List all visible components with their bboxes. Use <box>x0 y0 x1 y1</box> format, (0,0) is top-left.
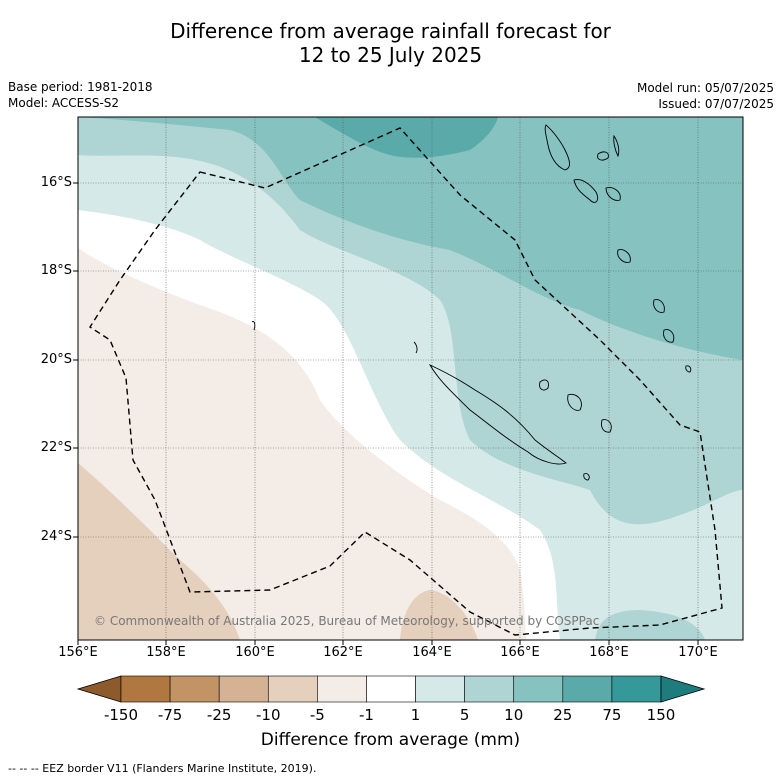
colorbar-segment <box>218 675 269 703</box>
rainfall-contours <box>78 117 743 640</box>
chesterfield-islands <box>251 321 256 331</box>
colorbar-segment <box>611 675 662 703</box>
lon-label-166e: 166°E <box>500 645 540 660</box>
band-5-to-10-bottom <box>595 610 705 640</box>
band-minus10-to-minus5-left <box>78 463 240 640</box>
lon-label-164e: 164°E <box>412 645 452 660</box>
belep-islands <box>413 341 418 354</box>
model-name: Model: ACCESS-S2 <box>8 96 120 110</box>
vanuatu-malekula <box>605 187 621 201</box>
colorbar-tick-label: -75 <box>157 706 183 724</box>
lon-label-160e: 160°E <box>235 645 275 660</box>
colorbar-extend-high <box>660 675 706 703</box>
vanuatu-gaua <box>597 151 609 161</box>
band-minus10-to-minus5-centre <box>400 590 478 640</box>
lat-label-16s: 16°S <box>40 175 72 190</box>
loyalty-island-2 <box>567 393 582 411</box>
loyalty-island-3 <box>601 419 612 433</box>
model-run: Model run: 05/07/2025 <box>636 81 774 95</box>
vanuatu-efate <box>617 249 631 263</box>
meta-right: Model run: 05/07/2025 Issued: 07/07/2025 <box>637 80 774 112</box>
lat-label-24s: 24°S <box>40 529 72 544</box>
colorbar-segment <box>120 675 171 703</box>
meta-left: Base period: 1981-2018 Model: ACCESS-S2 <box>8 79 153 111</box>
eez-legend-footnote: -- -- -- EEZ border V11 (Flanders Marine… <box>8 762 317 775</box>
coastlines <box>251 124 692 481</box>
map-title: Difference from average rainfall forecas… <box>0 19 781 67</box>
band-10-to-25 <box>78 117 743 360</box>
colorbar-title: Difference from average (mm) <box>260 730 521 750</box>
vanuatu-tanna <box>663 329 675 343</box>
graticule <box>78 117 743 640</box>
colorbar <box>76 675 706 703</box>
colorbar-segment <box>169 675 220 703</box>
lon-label-170e: 170°E <box>678 645 718 660</box>
colorbar-tick-label: 5 <box>459 706 470 724</box>
lon-label-156e: 156°E <box>58 645 98 660</box>
colorbar-segment <box>366 675 416 703</box>
title-line-2: 12 to 25 July 2025 <box>298 43 483 67</box>
colorbar-tick-label: 25 <box>553 706 573 724</box>
band-minus5-to-minus1 <box>78 248 526 640</box>
colorbar-tick-label: -1 <box>358 706 374 724</box>
issued-date: Issued: 07/07/2025 <box>658 97 774 111</box>
new-caledonia-island <box>428 363 567 465</box>
vanuatu-santo <box>573 179 599 203</box>
lat-label-22s: 22°S <box>40 440 72 455</box>
colorbar-segment <box>415 675 465 703</box>
loyalty-island-1 <box>539 379 549 391</box>
colorbar-extend-low <box>76 675 122 703</box>
lon-label-162e: 162°E <box>323 645 363 660</box>
lon-label-158e: 158°E <box>146 645 186 660</box>
colorbar-segment <box>562 675 613 703</box>
band-25-to-75 <box>315 117 498 158</box>
colorbar-segment <box>267 675 318 703</box>
colorbar-tick-label: -10 <box>256 706 281 724</box>
colorbar-segment <box>317 675 367 703</box>
colorbar-tick-label: -5 <box>309 706 325 724</box>
colorbar-tick-label: -150 <box>103 706 139 724</box>
colorbar-segment <box>513 675 564 703</box>
colorbar-tick-label: -25 <box>206 706 232 724</box>
colorbar-segment <box>464 675 515 703</box>
title-line-1: Difference from average rainfall forecas… <box>170 19 611 43</box>
colorbar-tick-label: 75 <box>602 706 622 724</box>
map-frame <box>77 116 744 641</box>
lat-label-20s: 20°S <box>40 352 72 367</box>
colorbar-tick-label: 1 <box>410 706 421 724</box>
vanuatu-maewo <box>613 134 620 158</box>
base-period: Base period: 1981-2018 <box>8 80 153 94</box>
vanuatu-erromango <box>653 299 665 313</box>
eez-border <box>89 127 723 636</box>
vanuatu-aneityum <box>685 365 692 373</box>
isle-of-pines <box>583 473 590 481</box>
vanuatu-torres <box>544 124 570 171</box>
colorbar-tick-label: 150 <box>646 706 676 724</box>
lat-label-18s: 18°S <box>40 263 72 278</box>
colorbar-tick-label: 10 <box>504 706 524 724</box>
axis-ticks <box>73 182 699 645</box>
lon-label-168e: 168°E <box>589 645 629 660</box>
copyright-notice: © Commonwealth of Australia 2025, Bureau… <box>94 614 600 628</box>
